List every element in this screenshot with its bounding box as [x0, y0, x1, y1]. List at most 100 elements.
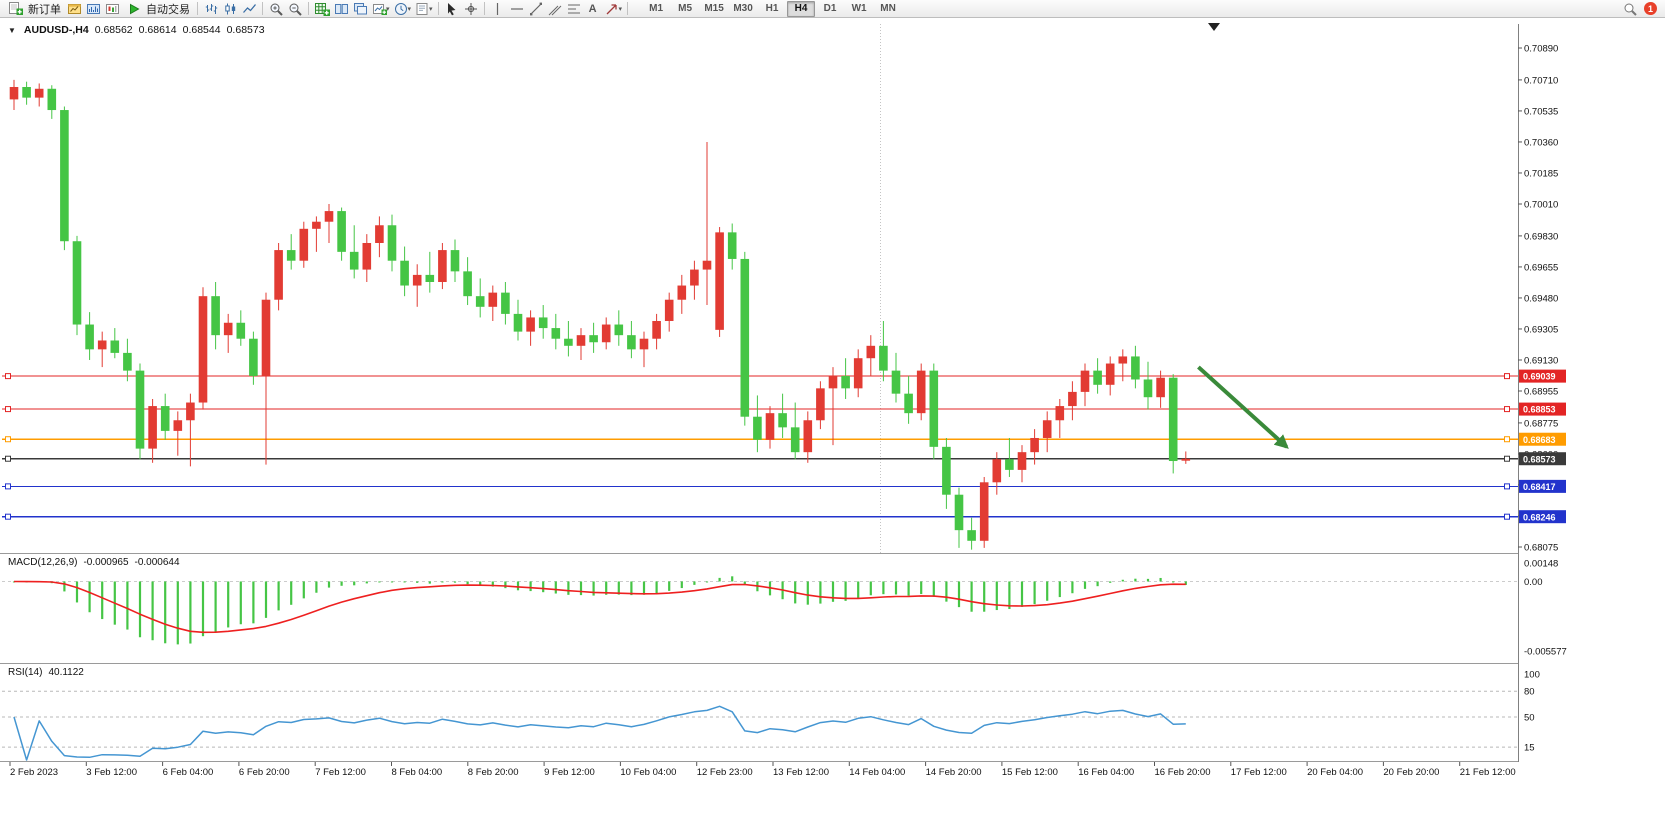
timeframe-button-m1[interactable]: M1 [649, 2, 664, 14]
macd-axis-label: 0.00 [1524, 577, 1543, 588]
zoom-in-icon[interactable] [267, 1, 285, 17]
time-axis-label: 17 Feb 12:00 [1231, 767, 1287, 778]
candle-body [47, 88, 57, 111]
new-order-button[interactable]: 新订单 [4, 1, 64, 17]
bar-chart-type-icon[interactable] [202, 1, 220, 17]
candle-body [1118, 356, 1128, 364]
line-handle[interactable] [5, 483, 11, 490]
arrows-tool-caret-icon[interactable]: ▾ [618, 5, 623, 13]
timeframe-button-h4[interactable]: H4 [787, 0, 816, 17]
candle-body [513, 313, 523, 332]
timeframe-button-w1[interactable]: W1 [851, 2, 867, 14]
candlestick-series [9, 79, 1191, 550]
time-axis-label: 21 Feb 12:00 [1460, 767, 1516, 778]
timeframe-button-h1[interactable]: H1 [765, 2, 779, 14]
line-handle[interactable] [1504, 513, 1510, 520]
notification-badge[interactable]: 1 [1644, 2, 1657, 15]
candle-body [690, 269, 699, 286]
candle-body [362, 242, 372, 270]
line-handle[interactable] [5, 513, 11, 520]
line-handle[interactable] [1504, 373, 1510, 380]
tile-windows-icon[interactable] [332, 1, 350, 17]
candle-body [589, 335, 598, 343]
candle-body [1005, 459, 1014, 470]
cursor-icon[interactable] [443, 1, 461, 17]
down-arrow-annotation[interactable] [1197, 365, 1289, 449]
line-chart-type-icon[interactable] [240, 1, 258, 17]
rsi-axis-label: 100 [1524, 670, 1540, 681]
indicators-icon[interactable] [313, 1, 331, 17]
horizontal-lines [2, 375, 1518, 518]
price-axis[interactable] [1519, 24, 1568, 762]
chart-symbol-period: AUDUSD-,H4 [23, 24, 89, 36]
candle-body [879, 345, 888, 371]
time-axis-label: 14 Feb 20:00 [926, 767, 982, 778]
toolbar-separator [627, 2, 629, 15]
candle-body [85, 324, 94, 350]
price-axis-label: 0.69655 [1524, 262, 1558, 273]
text-tool-icon[interactable]: A [588, 2, 597, 15]
trendline-tool-icon[interactable] [527, 1, 545, 17]
candle-body [853, 358, 863, 389]
channel-tool-icon[interactable] [546, 1, 564, 17]
clock-icon[interactable] [392, 1, 410, 17]
toolbar-right-group: 1 [1621, 1, 1661, 17]
line-handle[interactable] [1504, 436, 1510, 443]
line-handle[interactable] [5, 373, 11, 380]
candle-body [1030, 437, 1039, 453]
line-handle[interactable] [1504, 455, 1510, 462]
price-axis-label: 0.68955 [1524, 387, 1558, 398]
candlestick-chart-type-icon[interactable] [221, 1, 239, 17]
candle-body [916, 370, 926, 414]
price-tag-label: 0.68573 [1523, 454, 1556, 464]
timeframe-button-m30[interactable]: M30 [733, 2, 753, 14]
time-axis[interactable] [0, 762, 1566, 780]
macd-signal-line [13, 580, 1186, 634]
data-window-icon[interactable] [103, 1, 121, 17]
chart-shift-marker[interactable] [1208, 23, 1220, 31]
price-tag [1519, 510, 1566, 524]
new-chart-icon[interactable] [370, 1, 388, 17]
candle-body [249, 338, 258, 376]
candle-body [727, 232, 737, 259]
line-handle[interactable] [1504, 406, 1510, 413]
candle-body [627, 335, 636, 350]
rsi-axis-label: 50 [1524, 713, 1535, 724]
new-order-label: 新订单 [28, 3, 61, 16]
auto-trading-button[interactable]: 自动交易 [122, 1, 193, 17]
candle-body [9, 86, 19, 100]
timeframe-button-m5[interactable]: M5 [678, 2, 693, 14]
timeframe-button-mn[interactable]: MN [880, 2, 896, 14]
horizontal-line-tool-icon[interactable] [508, 1, 526, 17]
candle-body [639, 338, 649, 350]
vertical-line-tool-icon[interactable] [489, 1, 507, 17]
candle-body [1017, 452, 1027, 470]
candle-body [765, 413, 775, 440]
zoom-out-icon[interactable] [286, 1, 304, 17]
timeframe-button-d1[interactable]: D1 [823, 2, 837, 14]
price-tag-label: 0.68417 [1523, 482, 1556, 492]
template-icon[interactable] [413, 1, 431, 17]
rsi-axis-label: 15 [1524, 743, 1535, 754]
cascade-windows-icon[interactable] [351, 1, 369, 17]
line-handle[interactable] [5, 455, 11, 462]
arrows-tool-icon[interactable] [603, 1, 621, 17]
line-handle[interactable] [1504, 483, 1510, 490]
fibonacci-tool-icon[interactable] [565, 1, 583, 17]
price-axis-label: 0.70535 [1524, 106, 1558, 117]
search-icon[interactable] [1621, 1, 1639, 17]
candle-body [123, 352, 132, 371]
time-axis-label: 16 Feb 04:00 [1078, 767, 1134, 778]
line-handle[interactable] [5, 406, 11, 413]
new-chart-caret-icon[interactable]: ▾ [386, 5, 390, 13]
timeframe-button-m15[interactable]: M15 [704, 2, 724, 14]
clock-caret-icon[interactable]: ▾ [407, 5, 412, 13]
crosshair-icon[interactable] [462, 1, 480, 17]
charts-icon[interactable] [65, 1, 83, 17]
line-handle[interactable] [5, 436, 11, 443]
one-click-trading-toggle[interactable]: ▼ [8, 26, 16, 35]
price-axis-label: 0.70710 [1524, 75, 1558, 86]
market-watch-icon[interactable] [84, 1, 102, 17]
candle-body [954, 494, 964, 531]
template-caret-icon[interactable]: ▾ [429, 5, 433, 13]
